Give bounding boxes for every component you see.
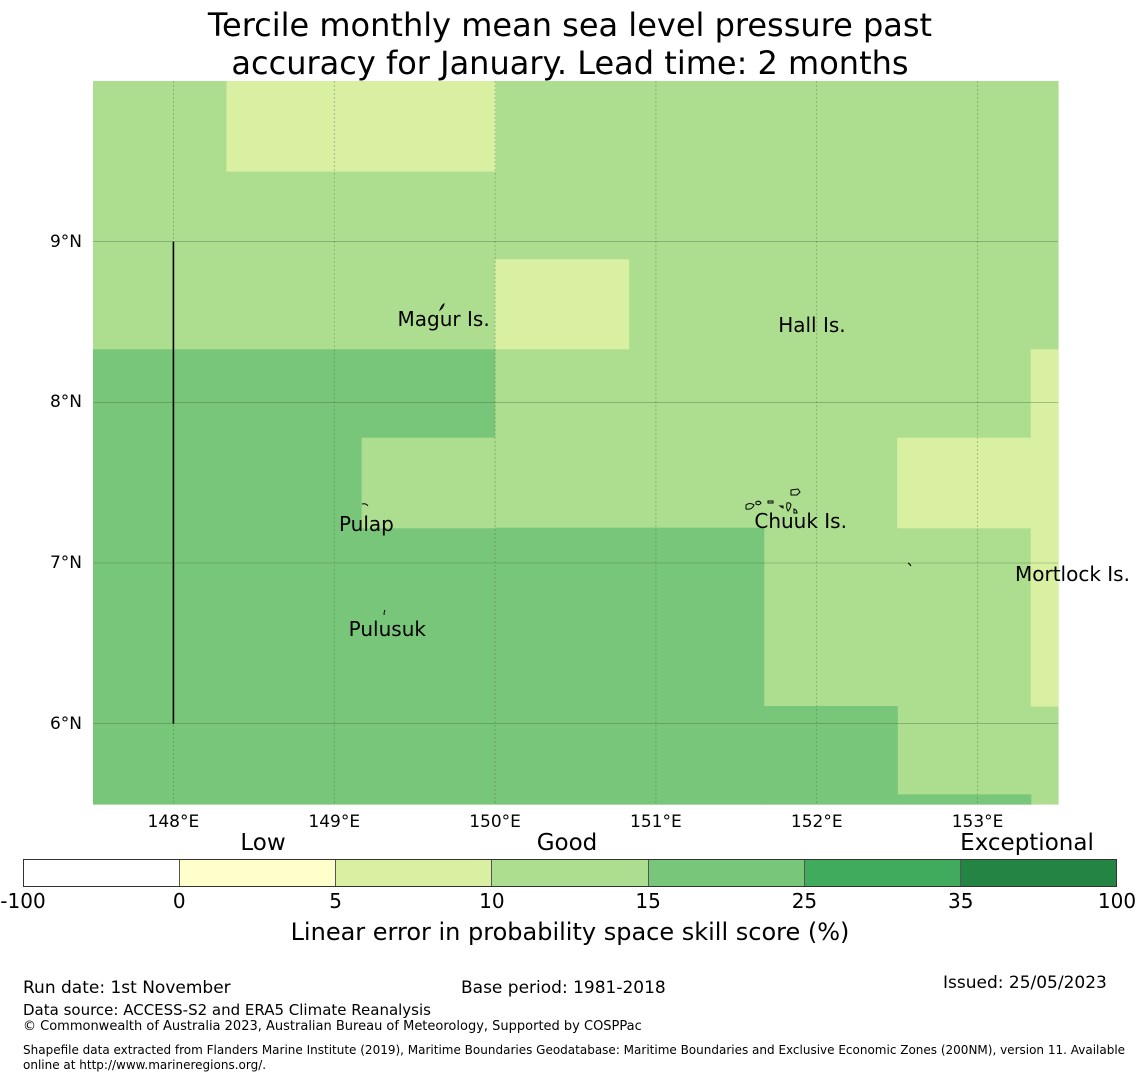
- latitude-label: 8°N: [49, 392, 82, 413]
- base-period: Base period: 1981-2018: [461, 978, 666, 998]
- skill-score-map: [93, 81, 1059, 805]
- shapefile-credit-line-1: Shapefile data extracted from Flanders M…: [23, 1043, 1126, 1057]
- longitude-label: 149°E: [308, 812, 361, 832]
- colorbar-tick-label: -100: [0, 889, 46, 913]
- chuuk-island-shape-6: [778, 505, 784, 509]
- latitude-label: 9°N: [49, 231, 82, 252]
- map-title-line-1: Tercile monthly mean sea level pressure …: [207, 6, 933, 44]
- colorbar-segment: [492, 860, 649, 886]
- place-label: Magur Is.: [397, 306, 490, 331]
- latitude-label: 7°N: [49, 553, 82, 573]
- colorbar: [23, 859, 1117, 887]
- chuuk-island-shape-1: [790, 488, 801, 496]
- skill-cell: [495, 259, 630, 350]
- skill-cell: [361, 437, 496, 529]
- chuuk-island-shape-3: [755, 500, 762, 506]
- magur-island-shape: [438, 303, 445, 312]
- colorbar-tick-label: 5: [329, 889, 342, 913]
- colorbar-segment: [804, 860, 961, 886]
- map-title-line-2: accuracy for January. Lead time: 2 month…: [231, 44, 909, 82]
- data-source: Data source: ACCESS-S2 and ERA5 Climate …: [23, 1001, 431, 1019]
- colorbar-tick-label: 100: [1097, 889, 1137, 913]
- colorbar-segment: [648, 860, 805, 886]
- issued-date: Issued: 25/05/2023: [943, 973, 1107, 993]
- colorbar-segment: [960, 860, 1116, 886]
- skill-cells-layer: [93, 81, 1059, 805]
- skill-cell: [897, 437, 1032, 529]
- colorbar-label: Linear error in probability space skill …: [290, 918, 850, 946]
- pulusuk-island-shape: [383, 609, 386, 616]
- skill-cell: [1030, 349, 1059, 707]
- skill-cell: [93, 349, 496, 805]
- colorbar-segment: [336, 860, 493, 886]
- longitude-label: 151°E: [630, 812, 682, 832]
- place-label: Pulusuk: [348, 616, 426, 641]
- colorbar-tick-label: 0: [172, 889, 186, 913]
- run-date: Run date: 1st November: [23, 978, 231, 998]
- skill-cell: [897, 794, 1032, 805]
- longitude-label: 150°E: [469, 812, 521, 832]
- pulap-island-shape: [361, 503, 369, 507]
- copyright: © Commonwealth of Australia 2023, Austra…: [23, 1019, 642, 1034]
- latitude-label: 6°N: [49, 713, 82, 734]
- category-low: Low: [240, 830, 286, 856]
- chuuk-island-shape-4: [767, 500, 774, 504]
- chuuk-island-shape-5: [786, 502, 792, 512]
- colorbar-tick-label: 10: [479, 889, 505, 913]
- category-good: Good: [536, 830, 598, 856]
- place-label: Hall Is.: [778, 313, 846, 338]
- graticule-layer: [93, 81, 1058, 804]
- longitude-label: 148°E: [147, 812, 200, 832]
- place-label: Pulap: [338, 512, 394, 537]
- shapefile-credit-line-2: online at http://www.marineregions.org/.: [23, 1058, 267, 1072]
- colorbar-tick-label: 35: [947, 889, 974, 913]
- mortlock-island-shape: [907, 562, 912, 567]
- longitude-label: 153°E: [951, 812, 1004, 832]
- colorbar-segment: [180, 860, 337, 886]
- colorbar-segment: [24, 860, 181, 886]
- longitude-label: 152°E: [790, 812, 843, 832]
- category-exceptional: Exceptional: [960, 830, 1094, 856]
- chuuk-island-shape-7: [793, 508, 798, 514]
- chuuk-island-shape-2: [745, 503, 755, 510]
- map-title: Tercile monthly mean sea level pressure …: [0, 6, 1140, 82]
- colorbar-tick-label: 25: [791, 889, 818, 913]
- island-outlines-layer: [361, 303, 912, 616]
- skill-cell: [763, 706, 898, 805]
- place-label: Chuuk Is.: [754, 509, 847, 534]
- colorbar-tick-label: 15: [635, 889, 661, 913]
- skill-cell: [226, 81, 496, 172]
- place-label: Mortlock Is.: [1014, 562, 1130, 587]
- skill-cell: [495, 527, 765, 805]
